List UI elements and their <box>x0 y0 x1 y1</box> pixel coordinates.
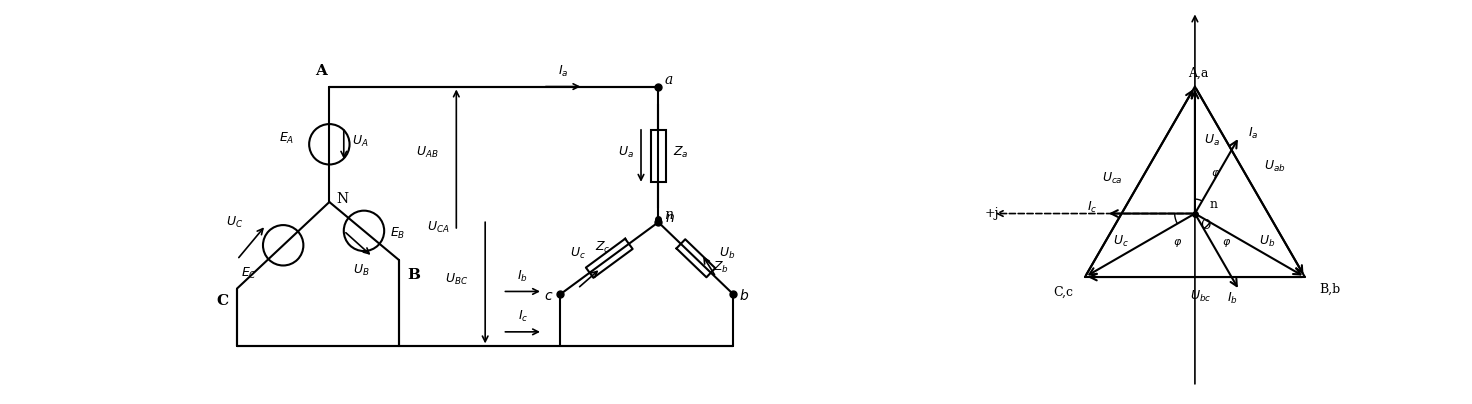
Text: $I_c$: $I_c$ <box>1086 200 1098 215</box>
Text: c: c <box>545 289 552 303</box>
Text: A: A <box>315 64 327 78</box>
Text: $I_b$: $I_b$ <box>1228 291 1238 306</box>
Text: $I_c$: $I_c$ <box>518 309 528 324</box>
Text: $Z_c$: $Z_c$ <box>595 240 611 255</box>
Text: $U_{CA}$: $U_{CA}$ <box>427 220 450 235</box>
Text: $U_{AB}$: $U_{AB}$ <box>417 145 439 160</box>
Text: $U_c$: $U_c$ <box>570 246 586 261</box>
Text: $U_{bc}$: $U_{bc}$ <box>1189 288 1211 304</box>
Text: +j: +j <box>985 207 999 220</box>
Text: $U_A$: $U_A$ <box>352 134 369 149</box>
Text: $U_{ca}$: $U_{ca}$ <box>1103 171 1123 186</box>
Text: $U_b$: $U_b$ <box>1259 234 1275 249</box>
Text: $E_B$: $E_B$ <box>390 226 405 241</box>
Text: C,c: C,c <box>1054 286 1073 299</box>
Text: C: C <box>216 295 228 308</box>
Text: $U_a$: $U_a$ <box>618 145 634 160</box>
Text: O: O <box>1201 219 1211 232</box>
Text: A,a: A,a <box>1188 67 1209 80</box>
Text: $\varphi$: $\varphi$ <box>1210 168 1220 180</box>
Text: n: n <box>664 208 673 222</box>
Text: $I_b$: $I_b$ <box>517 269 528 284</box>
Text: $E_A$: $E_A$ <box>280 131 294 146</box>
Text: $Z_a$: $Z_a$ <box>673 145 689 160</box>
Text: $E_C$: $E_C$ <box>240 265 256 281</box>
Text: $I_a$: $I_a$ <box>558 64 568 79</box>
Text: $U_b$: $U_b$ <box>718 246 735 261</box>
Text: $I_a$: $I_a$ <box>1248 126 1259 141</box>
Text: $U_{ab}$: $U_{ab}$ <box>1264 159 1287 175</box>
Text: $U_{BC}$: $U_{BC}$ <box>445 272 468 287</box>
Text: $\varphi$: $\varphi$ <box>1222 237 1231 249</box>
Text: B: B <box>408 268 421 282</box>
Text: b: b <box>739 289 748 303</box>
Text: $Z_b$: $Z_b$ <box>712 260 729 276</box>
Text: n: n <box>665 211 674 225</box>
Text: $U_a$: $U_a$ <box>1204 133 1219 148</box>
Text: n: n <box>1210 198 1217 210</box>
Text: $U_C$: $U_C$ <box>225 215 243 230</box>
Text: N: N <box>336 192 349 206</box>
Bar <box>651 130 665 182</box>
Text: $U_c$: $U_c$ <box>1113 234 1129 249</box>
Text: +1: +1 <box>1185 0 1204 3</box>
Text: B,b: B,b <box>1319 283 1341 296</box>
Text: $\varphi$: $\varphi$ <box>1173 237 1182 249</box>
Text: $U_B$: $U_B$ <box>353 263 369 278</box>
Text: a: a <box>664 73 673 87</box>
